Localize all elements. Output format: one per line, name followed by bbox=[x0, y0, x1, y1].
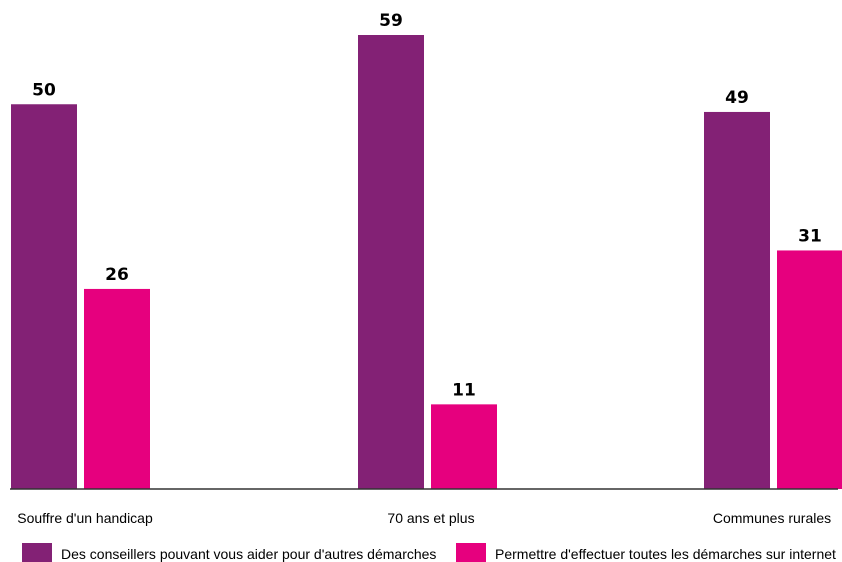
legend-label-1: Permettre d'effectuer toutes les démarch… bbox=[495, 546, 836, 562]
value-label-2-1: 31 bbox=[798, 226, 822, 246]
category-label-2: Communes rurales bbox=[713, 510, 831, 526]
bar-2-1 bbox=[777, 250, 842, 489]
value-label-0-1: 26 bbox=[105, 265, 129, 285]
legend-label-0: Des conseillers pouvant vous aider pour … bbox=[61, 546, 436, 562]
legend: Des conseillers pouvant vous aider pour … bbox=[22, 543, 836, 562]
legend-swatch-1 bbox=[456, 543, 486, 562]
legend-swatch-0 bbox=[22, 543, 52, 562]
category-label-0: Souffre d'un handicap bbox=[17, 510, 153, 526]
value-label-1-1: 11 bbox=[452, 380, 476, 400]
bar-0-0 bbox=[11, 104, 77, 489]
bar-1-1 bbox=[431, 404, 497, 489]
bars-group bbox=[11, 35, 842, 489]
bar-0-1 bbox=[84, 288, 150, 489]
value-label-0-0: 50 bbox=[32, 80, 56, 100]
value-label-1-0: 59 bbox=[379, 11, 403, 31]
bar-1-0 bbox=[358, 35, 424, 489]
value-label-2-0: 49 bbox=[725, 88, 749, 108]
bar-2-0 bbox=[704, 111, 770, 489]
category-labels-group: Souffre d'un handicap 70 ans et plus Commu… bbox=[17, 510, 831, 526]
category-label-1: 70 ans et plus bbox=[387, 510, 474, 526]
value-labels-group: 50 26 59 11 49 31 bbox=[32, 11, 822, 400]
